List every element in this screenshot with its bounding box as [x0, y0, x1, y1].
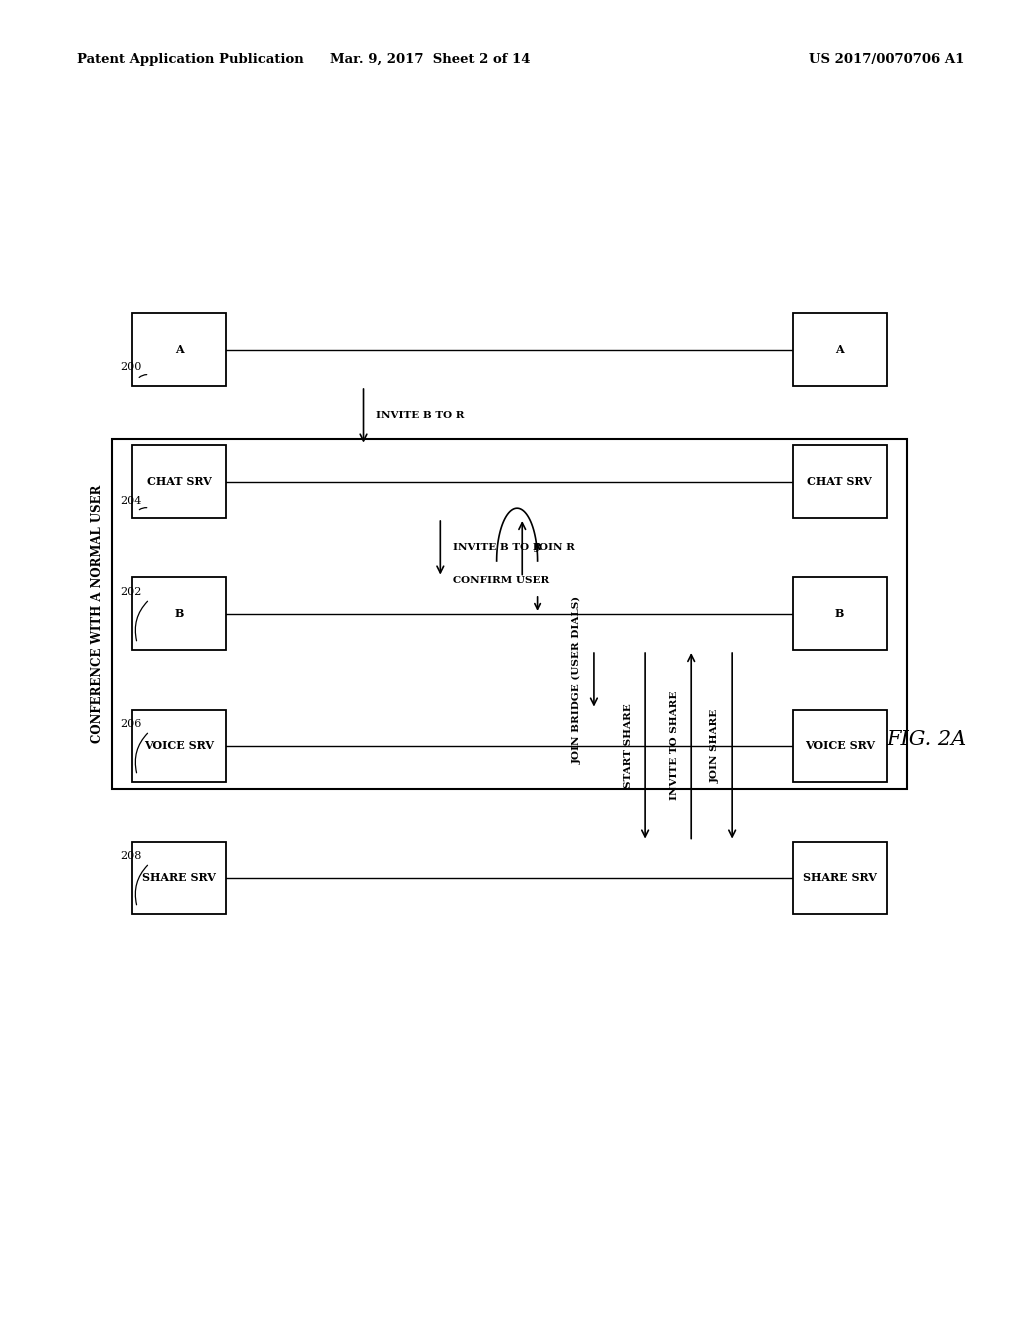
Text: 204: 204	[121, 495, 141, 506]
FancyBboxPatch shape	[132, 445, 226, 517]
Text: A: A	[836, 345, 844, 355]
Text: 206: 206	[121, 718, 141, 729]
Text: US 2017/0070706 A1: US 2017/0070706 A1	[809, 53, 965, 66]
Text: 208: 208	[121, 850, 141, 861]
Text: SHARE SRV: SHARE SRV	[803, 873, 877, 883]
Text: SHARE SRV: SHARE SRV	[142, 873, 216, 883]
FancyBboxPatch shape	[132, 313, 226, 385]
FancyBboxPatch shape	[132, 842, 226, 913]
FancyBboxPatch shape	[132, 710, 226, 781]
Text: VOICE SRV: VOICE SRV	[805, 741, 874, 751]
Text: CHAT SRV: CHAT SRV	[146, 477, 212, 487]
Text: VOICE SRV: VOICE SRV	[144, 741, 214, 751]
Text: CONFIRM USER: CONFIRM USER	[453, 577, 549, 585]
Text: Mar. 9, 2017  Sheet 2 of 14: Mar. 9, 2017 Sheet 2 of 14	[330, 53, 530, 66]
Text: START SHARE: START SHARE	[624, 704, 633, 788]
Text: 200: 200	[121, 362, 141, 372]
Text: JOIN SHARE: JOIN SHARE	[711, 709, 720, 783]
Text: A: A	[175, 345, 183, 355]
Text: 202: 202	[121, 586, 141, 597]
Text: B: B	[174, 609, 184, 619]
Text: JOIN BRIDGE (USER DIALS): JOIN BRIDGE (USER DIALS)	[572, 595, 582, 764]
Text: INVITE B TO R: INVITE B TO R	[453, 544, 541, 552]
Text: CHAT SRV: CHAT SRV	[807, 477, 872, 487]
FancyBboxPatch shape	[132, 577, 226, 649]
FancyBboxPatch shape	[793, 577, 887, 649]
Text: INVITE TO SHARE: INVITE TO SHARE	[670, 692, 679, 800]
FancyBboxPatch shape	[793, 710, 887, 781]
Text: JOIN R: JOIN R	[535, 544, 575, 552]
Text: INVITE B TO R: INVITE B TO R	[376, 412, 464, 420]
Text: CONFERENCE WITH A NORMAL USER: CONFERENCE WITH A NORMAL USER	[91, 484, 103, 743]
FancyBboxPatch shape	[793, 445, 887, 517]
FancyBboxPatch shape	[793, 842, 887, 913]
Text: B: B	[835, 609, 845, 619]
FancyBboxPatch shape	[793, 313, 887, 385]
Text: Patent Application Publication: Patent Application Publication	[77, 53, 303, 66]
Text: FIG. 2A: FIG. 2A	[887, 730, 967, 748]
